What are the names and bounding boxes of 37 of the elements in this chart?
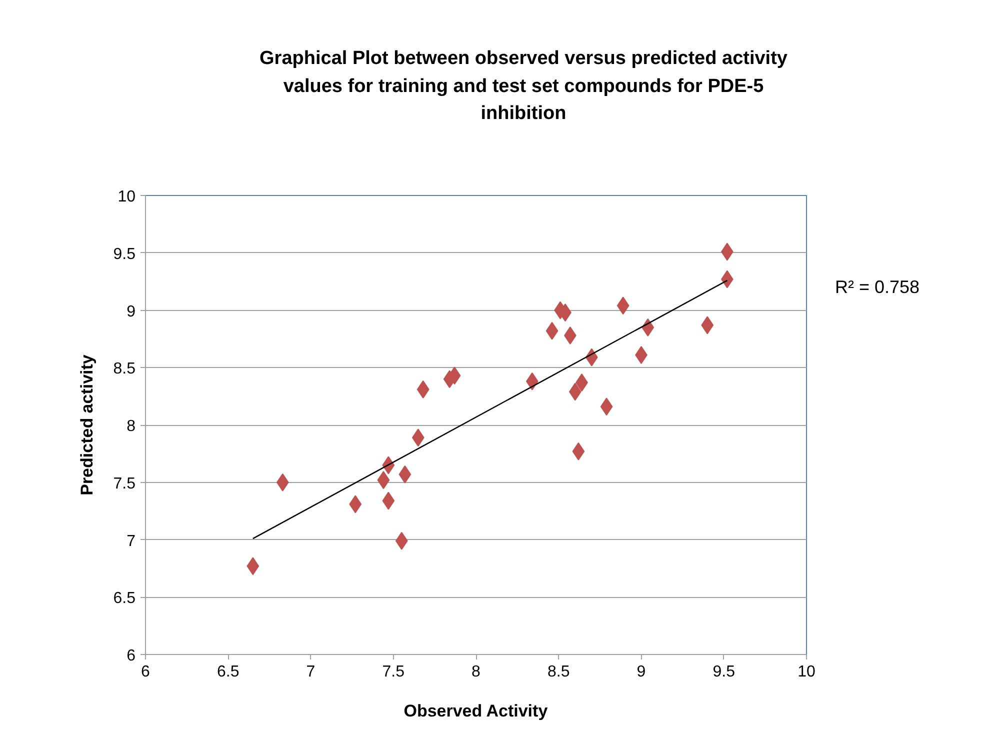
point <box>349 495 362 514</box>
x-tick-label: 7.5 <box>382 664 405 680</box>
x-tick-label: 6 <box>141 664 150 680</box>
y-tick-label: 6.5 <box>113 590 136 608</box>
text: R² = 0.758 <box>835 276 920 299</box>
point <box>546 322 558 340</box>
y-tick-label: 8 <box>126 418 136 435</box>
x-tick-label: 8 <box>472 664 481 680</box>
x-tick-label: 8.5 <box>548 664 570 680</box>
point <box>412 428 424 447</box>
point <box>572 442 585 460</box>
point <box>600 398 613 416</box>
point <box>416 380 430 398</box>
y-tick-label: 8.5 <box>113 360 136 378</box>
y-tick-label: 10 <box>118 188 136 206</box>
point <box>701 316 714 334</box>
y-tick-label: 6 <box>126 648 136 664</box>
x-axis-title: Observed Activity <box>404 702 548 720</box>
point <box>246 557 260 576</box>
y-tick-label: 7 <box>126 532 136 550</box>
y-tick-label: 9 <box>126 303 136 320</box>
y-tick-label: 7.5 <box>113 475 136 492</box>
y-tick-label: 9.5 <box>113 246 136 263</box>
chart-title: Graphical Plot between observed versus predicted activity values for training and test set compounds for PDE-5 inhibition <box>258 47 788 126</box>
x-tick-label: 6.5 <box>217 664 240 680</box>
y-axis-title: Predicted activity <box>77 354 96 496</box>
x-tick-label: 10 <box>798 664 816 680</box>
x-tick-label: 7 <box>306 664 316 680</box>
point <box>377 471 390 490</box>
x-tick-label: 9 <box>636 664 646 680</box>
point <box>395 532 408 550</box>
point <box>276 473 289 492</box>
point <box>398 465 412 484</box>
point <box>382 492 395 510</box>
point <box>616 296 630 315</box>
x-tick-label: 9.5 <box>712 664 736 680</box>
point <box>568 382 582 401</box>
